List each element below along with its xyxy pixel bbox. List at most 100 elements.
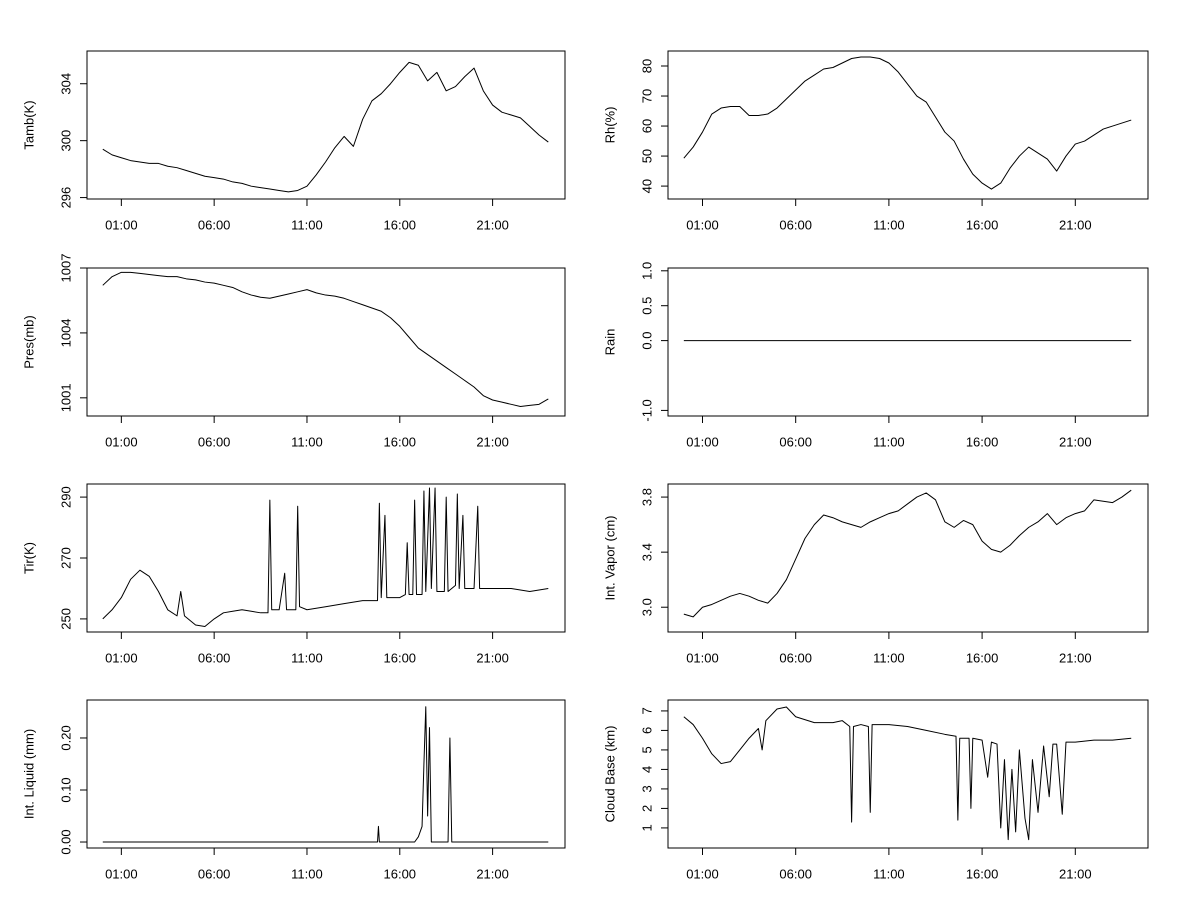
panel: 01:00 06:00 11:00 16:00 21:00 1 2 3 4 5 6 7 Cloud Ba… <box>602 699 1149 881</box>
y-tick-label: 3.0 <box>639 598 654 616</box>
x-tick-label: 21:00 <box>476 650 509 665</box>
y-axis-label: Rain <box>602 329 617 356</box>
x-tick-label: 11:00 <box>873 866 905 881</box>
data-line <box>683 489 1132 618</box>
y-axis-label: Int. Liquid (mm) <box>21 729 36 819</box>
data-line <box>102 271 549 407</box>
data-line <box>683 56 1132 190</box>
y-tick-label: 290 <box>58 486 73 508</box>
y-tick-label: 3.8 <box>639 488 654 506</box>
x-tick-label: 01:00 <box>686 217 719 232</box>
y-tick-label: 0.0 <box>639 332 654 350</box>
plot-frame <box>86 267 566 417</box>
x-tick-label: 01:00 <box>105 217 138 232</box>
y-tick-label: 50 <box>639 149 654 163</box>
x-tick-label: 21:00 <box>1059 650 1092 665</box>
data-line <box>102 706 549 843</box>
y-tick-label: 6 <box>639 727 654 734</box>
y-axis-label: Pres(mb) <box>21 315 36 368</box>
x-tick-label: 16:00 <box>384 650 417 665</box>
y-tick-label: 4 <box>639 766 654 773</box>
x-tick-label: 11:00 <box>873 434 905 449</box>
y-tick-label: 1007 <box>58 254 73 283</box>
y-tick-label: 1 <box>639 824 654 831</box>
y-tick-label: 0.10 <box>58 777 73 802</box>
plot-frame <box>667 50 1149 200</box>
y-tick-label: 0.5 <box>639 297 654 315</box>
x-tick-label: 11:00 <box>873 650 905 665</box>
x-tick-label: 21:00 <box>476 217 509 232</box>
panel: 01:00 06:00 11:00 16:00 21:00 1001 1004 1007 Pre… <box>21 254 566 449</box>
x-tick-label: 06:00 <box>198 866 231 881</box>
y-tick-label: 3 <box>639 785 654 792</box>
x-tick-label: 06:00 <box>779 434 812 449</box>
x-tick-label: 06:00 <box>779 866 812 881</box>
x-tick-label: 01:00 <box>686 866 719 881</box>
y-tick-label: 3.4 <box>639 543 654 561</box>
panel: 01:00 06:00 11:00 16:00 21:00 40 50 60 70 80 Rh(%) <box>602 50 1149 232</box>
y-tick-label: -1.0 <box>639 399 654 421</box>
x-tick-label: 06:00 <box>779 217 812 232</box>
y-tick-label: 60 <box>639 119 654 133</box>
x-tick-label: 06:00 <box>198 434 231 449</box>
x-tick-label: 21:00 <box>476 434 509 449</box>
x-tick-label: 21:00 <box>1059 434 1092 449</box>
x-tick-label: 11:00 <box>291 217 323 232</box>
y-tick-label: 250 <box>58 608 73 630</box>
x-tick-label: 01:00 <box>105 434 138 449</box>
y-axis-label: Tir(K) <box>21 542 36 574</box>
x-tick-label: 16:00 <box>966 434 999 449</box>
plot-frame <box>667 699 1149 849</box>
y-tick-label: 304 <box>58 73 73 95</box>
x-tick-label: 11:00 <box>873 217 905 232</box>
panel: 01:00 06:00 11:00 16:00 21:00 0.00 0.10 0.20 Int… <box>21 699 566 881</box>
x-tick-label: 21:00 <box>1059 866 1092 881</box>
x-tick-label: 21:00 <box>476 866 509 881</box>
plot-frame <box>86 483 566 633</box>
x-tick-label: 06:00 <box>198 650 231 665</box>
y-tick-label: 0.20 <box>58 725 73 750</box>
y-tick-label: 270 <box>58 547 73 569</box>
y-tick-label: 1004 <box>58 318 73 347</box>
x-tick-label: 06:00 <box>198 217 231 232</box>
y-axis-label: Tamb(K) <box>21 100 36 149</box>
y-tick-label: 40 <box>639 179 654 193</box>
x-tick-label: 16:00 <box>384 434 417 449</box>
x-tick-label: 16:00 <box>966 866 999 881</box>
y-tick-label: 80 <box>639 59 654 73</box>
x-tick-label: 06:00 <box>779 650 812 665</box>
x-tick-label: 01:00 <box>686 650 719 665</box>
y-tick-label: 1.0 <box>639 262 654 280</box>
x-tick-label: 16:00 <box>384 217 417 232</box>
x-tick-label: 11:00 <box>291 866 323 881</box>
y-tick-label: 1001 <box>58 383 73 412</box>
plot-frame <box>86 699 566 849</box>
data-line <box>683 706 1132 841</box>
x-tick-label: 16:00 <box>966 650 999 665</box>
x-tick-label: 11:00 <box>291 434 323 449</box>
x-tick-label: 01:00 <box>105 650 138 665</box>
data-line <box>102 61 549 193</box>
data-line <box>102 487 549 628</box>
x-tick-label: 16:00 <box>384 866 417 881</box>
y-axis-label: Cloud Base (km) <box>602 726 617 823</box>
y-tick-label: 300 <box>58 130 73 152</box>
y-tick-label: 296 <box>58 187 73 209</box>
panel: 01:00 06:00 11:00 16:00 21:00 3.0 3.4 3.8 Int. V… <box>602 483 1149 665</box>
plot-frame <box>667 483 1149 633</box>
y-tick-label: 7 <box>639 707 654 714</box>
panel: 01:00 06:00 11:00 16:00 21:00 -1.0 0.0 0.5 1.0 Ra… <box>602 262 1149 449</box>
y-tick-label: 70 <box>639 89 654 103</box>
y-tick-label: 0.00 <box>58 829 73 854</box>
x-tick-label: 11:00 <box>291 650 323 665</box>
panel: 01:00 06:00 11:00 16:00 21:00 296 300 304 Tamb(K… <box>21 50 566 232</box>
y-axis-label: Int. Vapor (cm) <box>602 515 617 600</box>
y-tick-label: 2 <box>639 805 654 812</box>
x-tick-label: 01:00 <box>105 866 138 881</box>
plot-frame <box>86 50 566 200</box>
x-tick-label: 16:00 <box>966 217 999 232</box>
panel: 01:00 06:00 11:00 16:00 21:00 250 270 290 Tir(K) <box>21 483 566 665</box>
y-tick-label: 5 <box>639 746 654 753</box>
plot-frame <box>667 267 1149 417</box>
